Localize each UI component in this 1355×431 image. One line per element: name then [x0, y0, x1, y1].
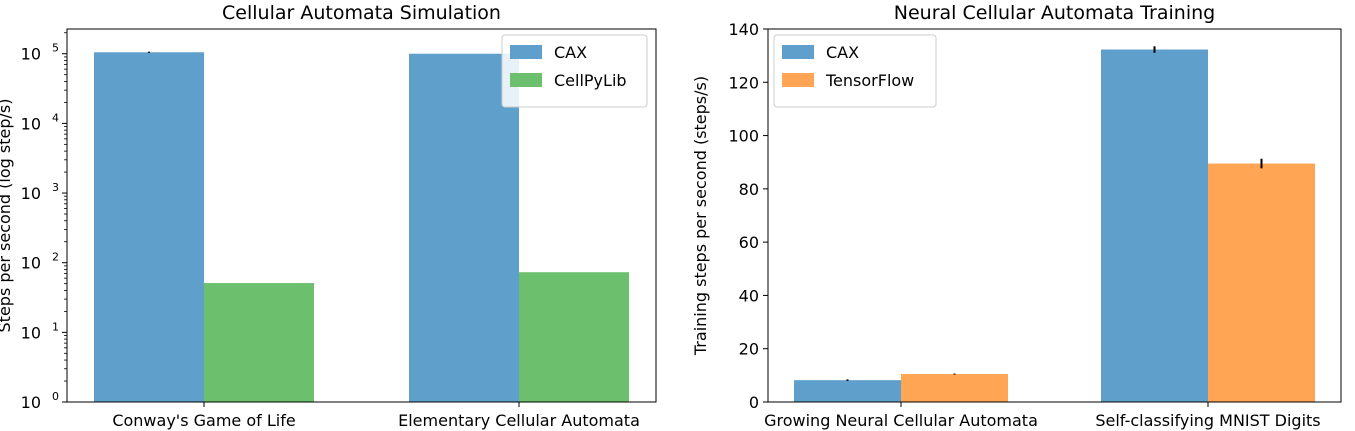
legend-swatch-tensorflow — [782, 73, 814, 87]
bar-cax-elementary-cellular-automata — [409, 53, 519, 402]
legend: CAX CellPyLib — [501, 34, 648, 108]
x-tick-label: Conway's Game of Life — [112, 411, 295, 430]
legend-label-tensorflow: TensorFlow — [825, 71, 914, 90]
y-tick-label: 10 — [21, 393, 41, 412]
y-tick-exponent: 4 — [52, 111, 59, 124]
y-tick-label: 10 — [21, 254, 41, 273]
y-tick-exponent: 5 — [52, 42, 59, 55]
y-tick-label: 140 — [728, 20, 759, 39]
chart-title: Neural Cellular Automata Training — [894, 2, 1215, 24]
legend-label-cellpylib: CellPyLib — [554, 71, 627, 90]
y-axis-label: Steps per second (log step/s) — [0, 99, 14, 333]
y-tick-label: 20 — [739, 340, 759, 359]
chart-neural-cellular-automata-training: Neural Cellular Automata Training Trainin… — [691, 2, 1342, 430]
bar-cax-self-classifying-mnist-digits — [1101, 49, 1208, 402]
plot-frame — [66, 28, 657, 403]
y-tick-label: 80 — [739, 180, 759, 199]
y-tick-base: 10 — [21, 45, 41, 64]
bar-tensorflow-self-classifying-mnist-digits — [1208, 163, 1315, 402]
legend-box — [773, 34, 937, 108]
x-tick-label: Elementary Cellular Automata — [398, 411, 640, 430]
y-tick-base: 10 — [21, 254, 41, 273]
x-tick-label: Self-classifying MNIST Digits — [1095, 411, 1320, 430]
x-tick-label: Growing Neural Cellular Automata — [764, 411, 1038, 430]
y-tick-base: 10 — [21, 114, 41, 133]
legend-swatch-cellpylib — [510, 73, 542, 87]
legend-swatch-cax — [782, 45, 814, 59]
y-tick-label: 100 — [728, 127, 759, 146]
chart-cellular-automata-simulation: Cellular Automata Simulation Steps per se… — [0, 2, 657, 430]
legend-swatch-cax — [510, 45, 542, 59]
y-tick-label: 120 — [728, 73, 759, 92]
y-tick-exponent: 2 — [52, 251, 59, 264]
y-tick-label: 10 — [21, 323, 41, 342]
legend-label-cax: CAX — [826, 43, 859, 62]
y-tick-exponent: 1 — [52, 320, 59, 333]
y-tick-exponent: 3 — [52, 181, 59, 194]
legend-label-cax: CAX — [554, 43, 587, 62]
bar-cellpylib-conway-s-game-of-life — [204, 283, 314, 402]
bar-tensorflow-growing-neural-cellular-automata — [901, 374, 1008, 402]
bar-cax-conway-s-game-of-life — [94, 52, 204, 402]
y-tick-label: 40 — [739, 286, 759, 305]
y-tick-base: 10 — [21, 393, 41, 412]
y-tick-base: 10 — [21, 184, 41, 203]
legend: CAX TensorFlow — [773, 34, 937, 108]
y-axis-label: Training steps per second (steps/s) — [691, 76, 710, 356]
bar-cax-growing-neural-cellular-automata — [794, 380, 901, 402]
y-tick-label: 0 — [749, 393, 759, 412]
y-tick-base: 10 — [21, 323, 41, 342]
y-tick-label: 60 — [739, 233, 759, 252]
y-tick-label: 10 — [21, 114, 41, 133]
bar-cellpylib-elementary-cellular-automata — [519, 272, 629, 402]
plot-frame — [767, 28, 1342, 403]
y-tick-label: 10 — [21, 184, 41, 203]
y-tick-exponent: 0 — [52, 390, 59, 403]
chart-title: Cellular Automata Simulation — [222, 2, 501, 24]
y-tick-label: 10 — [21, 45, 41, 64]
